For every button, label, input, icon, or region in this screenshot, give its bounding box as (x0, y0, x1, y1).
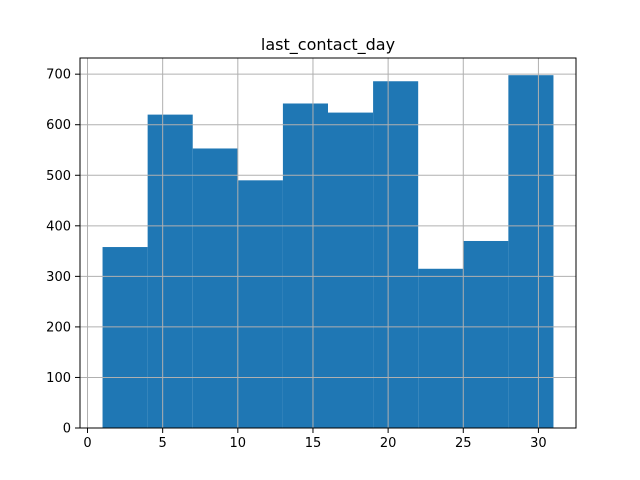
histogram-bar-7 (373, 81, 419, 428)
y-tick-label: 700 (46, 68, 71, 83)
x-tick-label: 20 (380, 436, 397, 451)
histogram-bar-9 (463, 240, 509, 428)
histogram-bar-2 (147, 114, 193, 428)
histogram-bar-6 (328, 112, 374, 429)
y-tick-label: 0 (63, 422, 71, 437)
x-tick-label: 0 (83, 436, 91, 451)
y-tick-label: 600 (46, 118, 71, 133)
histogram-bar-4 (237, 180, 283, 428)
histogram-bar-1 (102, 247, 148, 428)
x-tick-label: 30 (530, 436, 547, 451)
histogram-bar-8 (418, 268, 464, 428)
grid-layer (80, 58, 576, 429)
bars (102, 75, 554, 429)
chart-title: last_contact_day (261, 35, 395, 55)
histogram-bar-10 (508, 75, 554, 428)
histogram-bar-3 (192, 148, 238, 428)
histogram-bar-5 (282, 103, 328, 428)
x-tick-label: 15 (305, 436, 322, 451)
y-tick-label: 200 (46, 320, 71, 335)
y-tick-label: 400 (46, 219, 71, 234)
x-tick-label: 25 (455, 436, 472, 451)
y-tick-label: 500 (46, 169, 71, 184)
plot-frame (79, 57, 577, 429)
y-tick-label: 100 (46, 371, 71, 386)
x-tick-label: 5 (159, 436, 167, 451)
x-tick-label: 10 (230, 436, 247, 451)
y-tick-label: 300 (46, 270, 71, 285)
